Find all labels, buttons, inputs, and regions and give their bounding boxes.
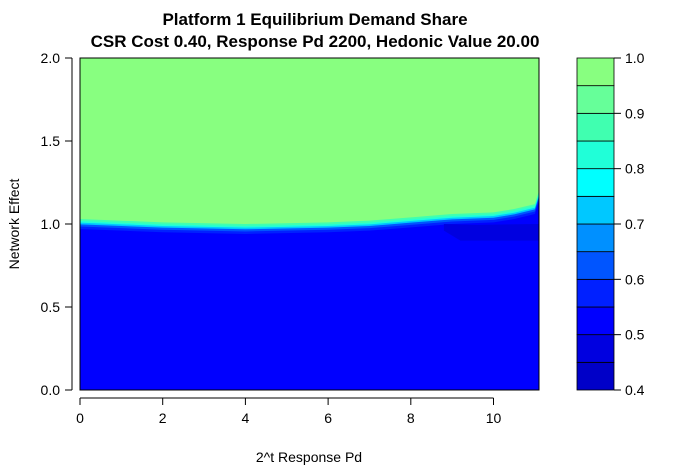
color-legend: 0.4 0.5 0.6 0.7 0.8 0.9 1.0	[576, 50, 645, 398]
legend-tick-label: 0.5	[625, 327, 645, 343]
y-tick-label: 1.5	[41, 133, 61, 149]
legend-swatch	[576, 334, 615, 363]
legend-swatch	[576, 251, 615, 280]
chart-subtitle: CSR Cost 0.40, Response Pd 2200, Hedonic…	[91, 32, 540, 51]
region-high-share	[80, 58, 539, 224]
legend-swatch	[576, 112, 615, 142]
x-tick-label: 6	[324, 410, 332, 426]
y-axis: 0.0 0.5 1.0 1.5 2.0	[41, 50, 73, 398]
y-tick-label: 0.0	[41, 382, 61, 398]
plot-border	[79, 57, 540, 391]
y-axis-label: Network Effect	[6, 179, 22, 270]
legend-tick-label: 0.9	[625, 105, 645, 121]
x-axis-label: 2^t Response Pd	[256, 449, 362, 465]
x-tick-label: 4	[242, 410, 250, 426]
legend-swatch	[576, 85, 615, 114]
legend-swatch	[576, 278, 615, 308]
legend-swatch	[576, 223, 615, 253]
x-tick-label: 10	[486, 410, 502, 426]
x-tick-label: 8	[407, 410, 415, 426]
chart-title: Platform 1 Equilibrium Demand Share	[162, 10, 467, 29]
y-tick-label: 2.0	[41, 50, 61, 66]
legend-swatch	[576, 57, 615, 87]
legend-tick-label: 0.7	[625, 216, 645, 232]
y-tick-label: 1.0	[41, 216, 61, 232]
legend-tick-label: 1.0	[625, 50, 645, 66]
legend-tick-label: 0.4	[625, 382, 645, 398]
legend-swatch	[576, 140, 615, 170]
y-tick-label: 0.5	[41, 299, 61, 315]
x-axis: 0 2 4 6 8 10	[76, 397, 502, 426]
legend-swatch	[576, 168, 615, 197]
region-darker-share	[443, 224, 539, 241]
legend-swatch	[576, 361, 615, 391]
legend-tick-label: 0.6	[625, 271, 645, 287]
legend-swatch	[576, 306, 615, 336]
legend-swatch	[576, 195, 615, 225]
heatmap-plot-area	[80, 58, 539, 390]
x-tick-label: 0	[76, 410, 84, 426]
x-tick-label: 2	[159, 410, 167, 426]
legend-tick-label: 0.8	[625, 161, 645, 177]
